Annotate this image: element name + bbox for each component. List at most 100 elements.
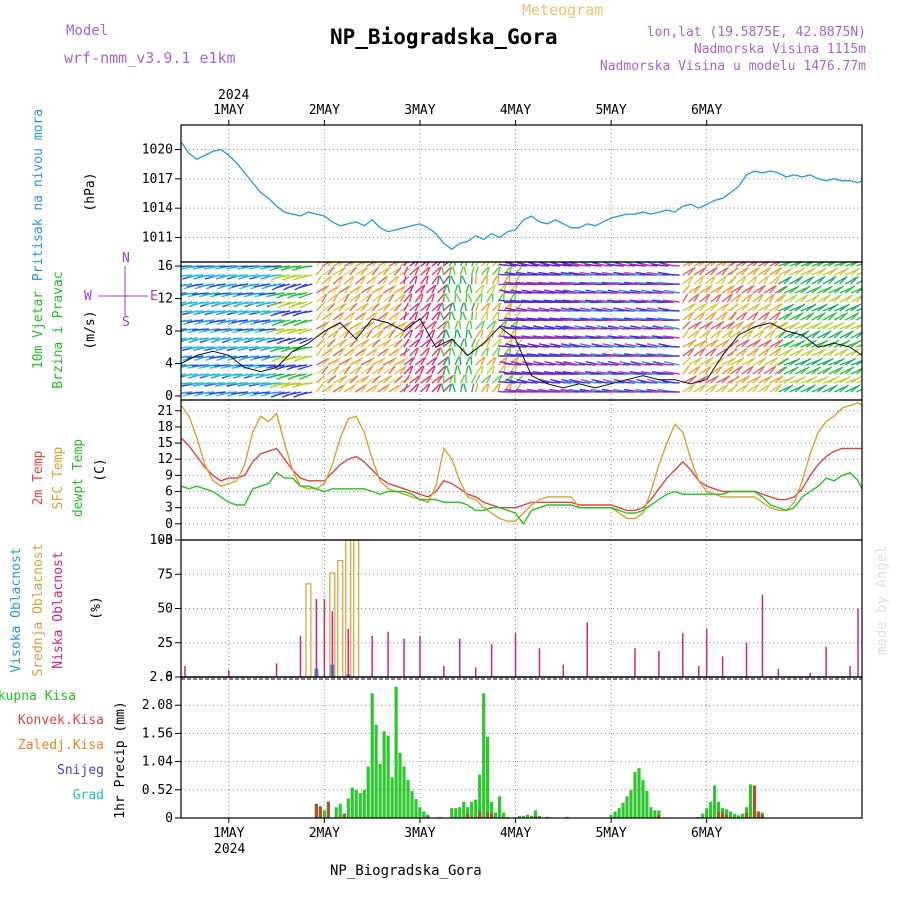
wind-barb [763,375,773,384]
wind-barb [409,339,420,348]
wind-barb [465,284,470,294]
precip-total-bar [354,789,358,818]
wind-barb [321,356,331,366]
precip-conv-bar [657,814,661,818]
wind-barb [774,366,786,375]
wind-barb [186,355,204,359]
wind-barb [726,365,735,375]
wind-barb [735,376,749,384]
wind-barb [699,294,709,303]
wind-barb [769,376,782,384]
wind-barb [366,340,379,348]
wind-barb [774,383,783,393]
wind-barb [242,319,260,324]
wind-barb [758,312,769,321]
wind-barb [442,383,452,393]
wind-barb [735,276,746,285]
wind-barb [800,268,814,276]
wind-barb [480,320,486,330]
low-cloud-bar [721,656,724,677]
wind-barb [693,348,705,357]
wind-barb [371,302,380,312]
precip-freezing-label: Zaledj.Kisa [18,738,104,753]
wind-barb [414,329,423,339]
wind-barb [436,374,444,384]
precip-conv-bar [760,814,764,818]
wind-barb [403,293,411,303]
wind-barb [209,319,226,324]
wind-barb [704,356,714,366]
wind-barb [699,321,712,330]
wind-barb [465,320,471,330]
wind-barb [393,275,400,285]
wind-barb [800,357,812,366]
wind-barb [253,355,271,359]
wind-barb [431,293,435,303]
wind-barb [688,358,701,366]
wind-barb [584,263,602,267]
wind-barb [789,349,802,357]
wind-barb [431,356,438,366]
wind-barb [752,302,761,312]
wind-barb [349,321,362,330]
low-cloud-bar [745,642,748,677]
wind-barb [497,356,507,366]
wind-barb [746,384,758,393]
top-year-label: 2024 [218,88,249,103]
wind-barb [280,373,296,379]
wind-barb [693,284,702,294]
wind-barb [349,347,357,357]
wind-barb [741,311,748,321]
low-cloud-bar [315,598,318,677]
wind-barb [774,294,785,303]
wind-barb [332,376,346,384]
wind-barb [231,355,248,359]
precip-total-bar [494,812,498,818]
wind-barb [486,293,493,303]
wind-barb [220,274,237,278]
wind-barb [497,383,501,393]
wind-barb [777,357,790,366]
wind-barb [468,365,473,375]
wind-barb [515,363,533,366]
low-cloud-bar [809,672,811,677]
wind-barb [822,321,834,330]
wind-barb [480,383,489,393]
wind-barb [326,275,333,285]
wind-barb [298,292,313,299]
wind-barb [497,347,501,357]
wind-barb [343,284,352,294]
wind-barb [721,266,730,276]
wind-barb [817,295,830,303]
precip-total-label: Ukupna Kisa [0,689,76,704]
wind-barb [822,285,833,294]
wind-barb [844,366,855,375]
wind-barb [366,284,375,294]
wind-barb [360,347,368,357]
wind-barb [822,330,832,339]
wind-barb [480,365,484,375]
wind-barb [850,348,860,357]
wind-barb [699,375,709,384]
wind-barb [284,346,302,351]
wind-barb [839,367,853,375]
low-cloud-bar [299,635,302,677]
temp-unit: (C) [93,458,108,481]
wind-barb [828,348,838,357]
pressure-unit: (hPa) [83,172,98,211]
wind-barb [730,330,741,339]
wind-barb [441,266,445,276]
precip-total-bar [713,785,717,818]
wind-barb [315,294,326,303]
wind-barb [584,381,602,384]
wind-barb [382,266,391,276]
wind-barb [470,356,473,366]
wind-barb [388,267,400,276]
wind-barb [856,263,862,267]
temp-tick-label: 9 [165,468,173,483]
wind-barb [783,311,793,321]
wind-barb [721,330,732,339]
wind-barb [579,363,597,366]
wind-barb [504,363,522,366]
low-cloud-bar [275,663,278,677]
